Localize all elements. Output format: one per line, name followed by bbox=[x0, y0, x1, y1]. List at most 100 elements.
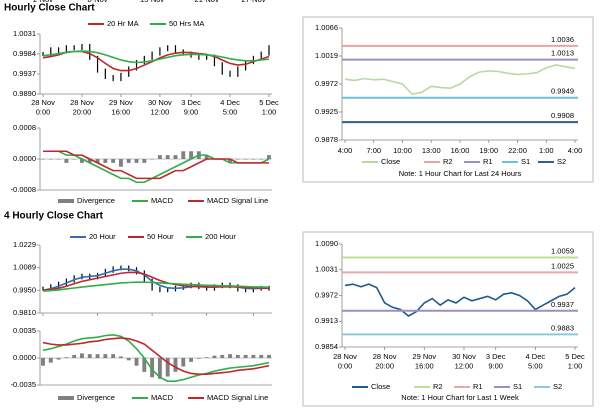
divergence-bar bbox=[80, 353, 84, 358]
divergence-bar bbox=[72, 159, 77, 160]
legend-label: R2 bbox=[443, 157, 453, 166]
x-tick-label: 20:00 bbox=[73, 107, 92, 116]
divergence-bar bbox=[228, 159, 232, 163]
x-tick-label: 7:00 bbox=[366, 146, 381, 155]
series-line bbox=[42, 337, 270, 375]
divergence-bar bbox=[235, 354, 240, 358]
divergence-bar bbox=[80, 159, 84, 163]
legend-label: 50 Hrs MA bbox=[169, 19, 204, 28]
divergence-bar bbox=[134, 358, 139, 366]
divergence-bar bbox=[157, 155, 162, 159]
legend-swatch bbox=[58, 396, 74, 400]
section-title: Hourly Close Chart bbox=[4, 3, 95, 14]
x-tick-label: 28 Nov bbox=[373, 352, 397, 361]
divergence-bar bbox=[118, 159, 123, 167]
level-label: 1.0059 bbox=[551, 247, 574, 256]
legend-label: MACD Signal Line bbox=[207, 196, 268, 205]
divergence-bar bbox=[95, 159, 100, 163]
divergence-bar bbox=[189, 358, 194, 362]
divergence-bar bbox=[212, 355, 217, 358]
y-tick-label: 0.9890 bbox=[13, 89, 36, 98]
x-tick-label: 30 Nov bbox=[148, 98, 172, 107]
legend-label: R2 bbox=[433, 382, 443, 391]
x-tick-label: 3 Dec bbox=[181, 98, 201, 107]
divergence-bar bbox=[111, 159, 116, 163]
divergence-bar bbox=[126, 358, 131, 361]
y-tick-label: 1.0090 bbox=[315, 239, 338, 248]
divergence-bar bbox=[267, 354, 271, 358]
divergence-bar bbox=[103, 159, 108, 163]
divergence-bar bbox=[196, 358, 201, 359]
divergence-bar bbox=[126, 159, 131, 163]
divergence-bar bbox=[157, 358, 162, 379]
divergence-bar bbox=[181, 151, 186, 159]
x-tick-label: 0:00 bbox=[36, 107, 51, 116]
x-tick-label: 16:00 bbox=[415, 361, 434, 370]
divergence-bar bbox=[259, 159, 264, 160]
divergence-bar bbox=[165, 155, 170, 159]
legend-label: Close bbox=[371, 382, 390, 391]
legend-label: R1 bbox=[473, 382, 483, 391]
legend-label: S1 bbox=[521, 157, 530, 166]
y-tick-label: 0.9972 bbox=[315, 79, 338, 88]
divergence-bar bbox=[64, 159, 69, 163]
legend-label: MACD bbox=[151, 196, 174, 205]
x-tick-label: 1:00 bbox=[262, 107, 277, 116]
y-tick-label: 0.0000 bbox=[13, 154, 36, 163]
section-title: 4 Hourly Close Chart bbox=[4, 211, 104, 222]
legend-label: R1 bbox=[483, 157, 493, 166]
divergence-bar bbox=[251, 354, 256, 358]
x-tick-label: 1:00 bbox=[539, 146, 554, 155]
divergence-bar bbox=[134, 159, 139, 163]
x-tick-label: 28 Nov bbox=[333, 352, 357, 361]
divergence-bar bbox=[251, 159, 256, 160]
legend-label: 20 Hour bbox=[89, 232, 116, 241]
divergence-bar bbox=[173, 155, 178, 159]
divergence-bar bbox=[118, 356, 123, 358]
divergence-bar bbox=[243, 354, 248, 358]
y-tick-label: 1.0229 bbox=[13, 240, 36, 249]
chart-note: Note: 1 Hour Chart for Last 24 Hours bbox=[399, 169, 522, 178]
x-tick-label: 12:00 bbox=[455, 361, 474, 370]
panel-frame bbox=[302, 231, 594, 407]
x-tick-label: 1:00 bbox=[568, 361, 583, 370]
x-tick-label: 3 Dec bbox=[486, 352, 506, 361]
y-tick-label: 0.0000 bbox=[13, 353, 36, 362]
legend-label: 200 Hour bbox=[205, 232, 236, 241]
level-label: 1.0025 bbox=[551, 261, 574, 270]
divergence-bar bbox=[95, 354, 100, 358]
y-tick-label: 1.0031 bbox=[315, 265, 338, 274]
x-tick-label: 29 Nov bbox=[109, 98, 133, 107]
divergence-bar bbox=[220, 354, 225, 358]
y-tick-label: 0.9913 bbox=[315, 316, 338, 325]
x-tick-label: 28 Nov bbox=[70, 98, 94, 107]
divergence-bar bbox=[111, 354, 116, 358]
x-tick-label: 2-Nov bbox=[33, 0, 53, 4]
legend-label: MACD bbox=[151, 393, 174, 402]
y-tick-label: -0.0008 bbox=[11, 185, 36, 194]
y-tick-label: 0.9925 bbox=[315, 107, 338, 116]
y-tick-label: 1.0019 bbox=[315, 51, 338, 60]
y-tick-label: 0.9878 bbox=[315, 135, 338, 144]
series-line bbox=[42, 50, 270, 72]
divergence-bar bbox=[181, 358, 186, 367]
legend-label: 50 Hour bbox=[147, 232, 174, 241]
y-tick-label: 0.0008 bbox=[13, 123, 36, 132]
x-tick-label: 12:00 bbox=[151, 107, 170, 116]
series-line bbox=[344, 64, 576, 95]
x-tick-label: 20:00 bbox=[375, 361, 394, 370]
legend-label: Divergence bbox=[77, 196, 115, 205]
legend-label: S2 bbox=[557, 157, 566, 166]
x-tick-label: 9:00 bbox=[488, 361, 503, 370]
divergence-bar bbox=[142, 358, 147, 372]
divergence-bar bbox=[142, 159, 147, 163]
legend-label: S2 bbox=[553, 382, 562, 391]
y-tick-label: 0.9854 bbox=[315, 342, 338, 351]
divergence-bar bbox=[48, 159, 53, 160]
divergence-bar bbox=[235, 159, 240, 160]
x-tick-label: 4:00 bbox=[568, 146, 583, 155]
divergence-bar bbox=[87, 354, 92, 358]
x-tick-label: 4 Dec bbox=[220, 98, 240, 107]
y-tick-label: 0.9984 bbox=[13, 49, 36, 58]
